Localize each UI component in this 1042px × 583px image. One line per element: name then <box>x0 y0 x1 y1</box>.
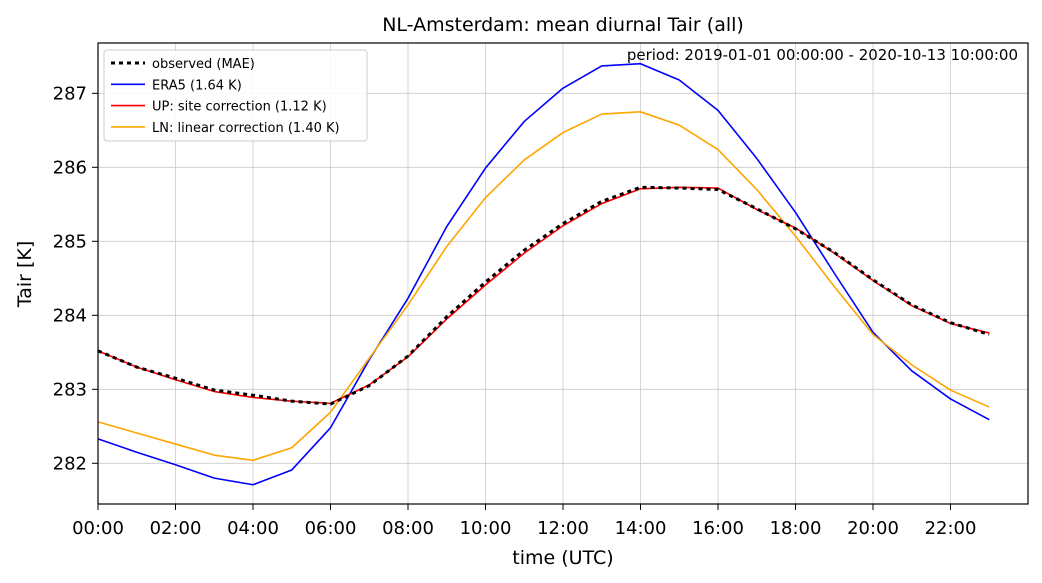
legend-entry-label: LN: linear correction (1.40 K) <box>152 121 340 136</box>
x-tick-label: 06:00 <box>305 518 357 539</box>
x-tick-label: 20:00 <box>847 518 899 539</box>
y-tick-label: 282 <box>53 453 87 474</box>
x-tick-label: 10:00 <box>460 518 512 539</box>
x-tick-label: 00:00 <box>72 518 124 539</box>
legend-entry-label: observed (MAE) <box>152 57 255 72</box>
y-tick-label: 286 <box>53 157 87 178</box>
x-tick-label: 12:00 <box>537 518 589 539</box>
x-tick-label: 14:00 <box>615 518 667 539</box>
series-line <box>97 185 990 406</box>
series-line <box>97 62 990 486</box>
x-tick-label: 18:00 <box>770 518 822 539</box>
y-tick-label: 283 <box>53 379 87 400</box>
x-axis-label: time (UTC) <box>512 547 613 569</box>
ticks: 00:00 02:00 04:00 06:00 08:00 10:00 12:00 14:00… <box>53 83 977 539</box>
y-tick-label: 287 <box>53 83 87 104</box>
period-annotation: period: 2019-01-01 00:00:00 - 2020-10-13… <box>627 46 1018 64</box>
x-tick-label: 02:00 <box>150 518 202 539</box>
y-tick-label: 285 <box>53 231 87 252</box>
x-tick-label: 08:00 <box>382 518 434 539</box>
y-axis-label: Tair [K] <box>14 241 36 309</box>
legend-entry-label: UP: site correction (1.12 K) <box>152 100 327 115</box>
x-tick-label: 22:00 <box>925 518 977 539</box>
series-line <box>97 186 990 405</box>
legend: observed (MAE) ERA5 (1.64 K) UP: site corr… <box>103 49 368 142</box>
y-tick-label: 284 <box>53 305 87 326</box>
series-line <box>97 111 990 462</box>
x-tick-label: 16:00 <box>692 518 744 539</box>
grid <box>97 43 1028 504</box>
legend-entry-label: ERA5 (1.64 K) <box>152 78 242 93</box>
x-tick-label: 04:00 <box>227 518 279 539</box>
chart-title: NL-Amsterdam: mean diurnal Tair (all) <box>382 14 744 36</box>
legend-box <box>103 49 368 142</box>
series-layer <box>97 62 990 486</box>
